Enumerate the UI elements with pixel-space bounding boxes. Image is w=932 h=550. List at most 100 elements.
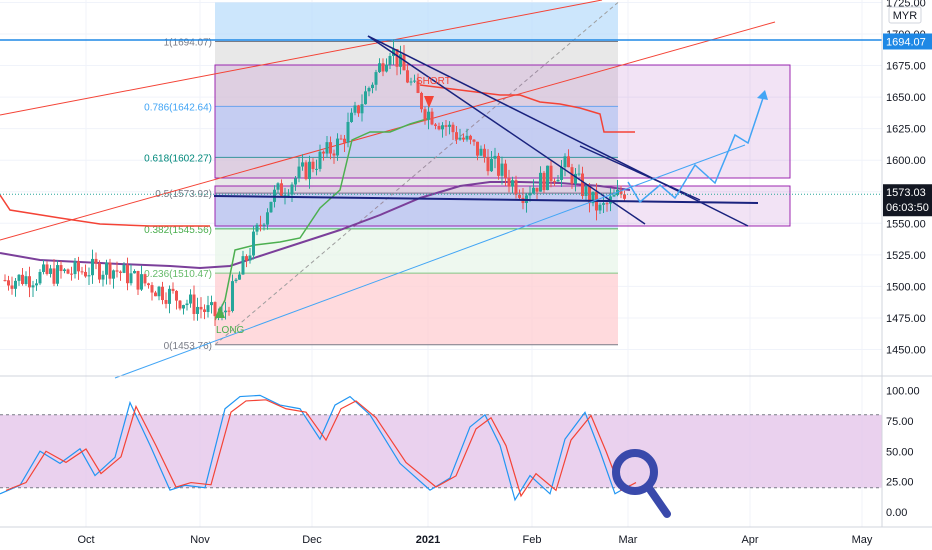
candles (3, 39, 626, 326)
candle-body (539, 172, 542, 192)
current-price-tag (883, 184, 932, 217)
candle-body (476, 141, 479, 156)
candle-body (336, 138, 339, 156)
current-price-label: 1573.03 (886, 187, 926, 199)
candle-body (276, 183, 280, 190)
candle-body (87, 275, 91, 277)
candle-body (486, 157, 490, 172)
candle-body (283, 195, 287, 197)
trend-drawings[interactable] (114, 35, 768, 379)
candle-body (140, 274, 143, 290)
candle-body (507, 177, 511, 187)
time-tick-label: 2021 (416, 534, 440, 546)
osc-tick-label: 75.00 (886, 416, 914, 428)
fib-label: 0(1453.76) (164, 341, 212, 352)
candle-body (126, 264, 129, 284)
candle-body (7, 280, 10, 286)
magnifier-icon (612, 449, 658, 495)
price-tick-label: 1525.00 (886, 250, 926, 262)
candle-body (332, 153, 336, 156)
candle-body (238, 274, 241, 280)
red-channel-mid (0, 21, 776, 241)
candle-body (434, 124, 437, 126)
time-tick-label: Apr (741, 534, 758, 546)
candle-body (500, 163, 504, 176)
candle-body (311, 161, 315, 170)
candle-body (196, 306, 199, 314)
candle-body (38, 271, 42, 284)
candle-body (101, 274, 105, 280)
candle-body (360, 104, 364, 114)
candle-body (413, 80, 416, 82)
candle-body (241, 256, 245, 275)
currency-label: MYR (893, 10, 918, 22)
candle-body (252, 231, 255, 256)
price-tick-label: 1475.00 (886, 313, 926, 325)
price-tick-label: 1650.00 (886, 92, 926, 104)
fib-label: 1(1694.07) (164, 37, 212, 48)
candle-body (98, 263, 101, 280)
candle-body (469, 135, 472, 140)
candle-body (290, 184, 294, 195)
candle-body (175, 290, 178, 301)
candle-body (451, 124, 455, 133)
candle-body (80, 271, 84, 273)
price-tick-label: 1450.00 (886, 345, 926, 357)
candle-body (262, 224, 266, 226)
candle-body (318, 151, 322, 169)
candle-body (350, 112, 353, 122)
candle-body (374, 72, 378, 85)
fib-label: 0.618(1602.27) (144, 153, 212, 164)
price-axis[interactable]: MYR1725.001700.001675.001650.001625.0016… (881, 0, 926, 527)
candle-body (234, 279, 238, 282)
fib-label: 0.786(1642.64) (144, 102, 212, 113)
candle-body (66, 269, 70, 274)
candle-body (59, 265, 63, 272)
candle-body (35, 283, 38, 286)
candle-body (224, 310, 227, 313)
candle-body (402, 54, 406, 71)
time-axis[interactable]: Oct Nov Dec 2021 Feb Mar Apr May (0, 526, 932, 546)
candle-body (255, 224, 259, 232)
green-line (214, 117, 431, 321)
candle-body (325, 142, 329, 154)
candle-body (588, 186, 591, 204)
candle-body (210, 302, 213, 306)
stoch-band (0, 414, 882, 488)
candle-body (514, 180, 518, 195)
candle-body (346, 121, 350, 143)
candle-body (56, 265, 59, 284)
red-channel-top (0, 0, 603, 116)
candle-body (269, 201, 273, 213)
candle-body (444, 125, 448, 127)
downtrend-line-1 (367, 35, 646, 225)
candle-body (157, 286, 161, 297)
fib-band (215, 273, 618, 345)
candle-body (416, 80, 420, 93)
fib-label: 0.236(1510.47) (144, 269, 212, 280)
price-tick-label: 1625.00 (886, 124, 926, 136)
candle-body (154, 292, 157, 297)
time-tick-label: Oct (77, 534, 94, 546)
candle-body (357, 105, 360, 114)
candle-body (171, 288, 175, 291)
candle-body (353, 105, 357, 113)
projection-path (627, 91, 766, 204)
time-tick-label: Nov (190, 534, 210, 546)
candle-body (584, 186, 588, 196)
candle-body (31, 285, 35, 288)
candle-body (280, 183, 283, 196)
candle-body (245, 256, 248, 261)
candle-body (497, 155, 500, 176)
candle-body (581, 173, 584, 196)
time-tick-label: Dec (302, 534, 322, 546)
candle-body (73, 261, 77, 275)
candle-body (199, 306, 203, 310)
candle-body (399, 54, 402, 67)
candle-body (574, 173, 577, 184)
price-tick-label: 1725.00 (886, 0, 926, 9)
candle-body (619, 189, 623, 195)
currency-badge (888, 6, 922, 24)
candle-body (532, 187, 535, 194)
